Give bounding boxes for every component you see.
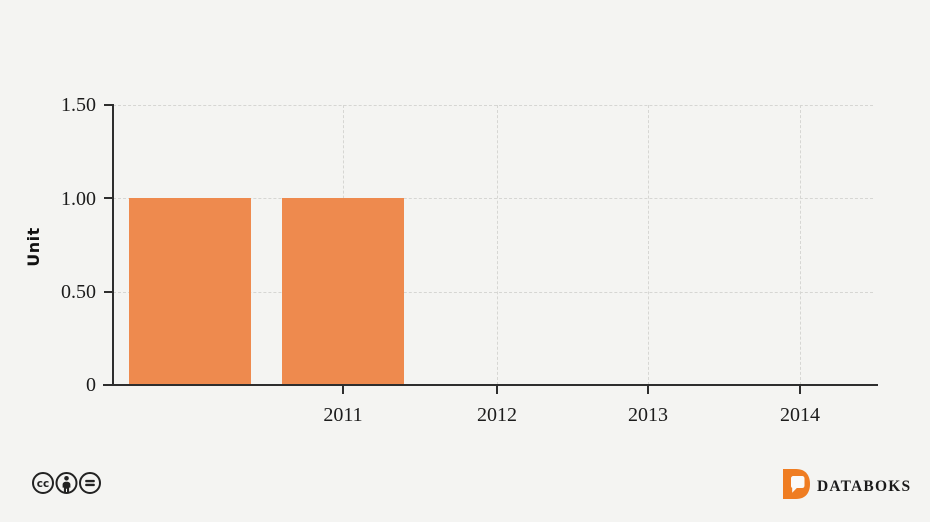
bar-2010 bbox=[129, 198, 251, 385]
v-gridline bbox=[800, 105, 801, 385]
x-tick bbox=[496, 385, 498, 394]
x-axis-line bbox=[103, 384, 878, 386]
y-tick-label: 0 bbox=[86, 374, 96, 396]
h-gridline bbox=[113, 198, 873, 200]
y-axis-title: Unit bbox=[24, 227, 43, 267]
y-tick bbox=[104, 290, 113, 293]
y-axis-line bbox=[112, 104, 114, 386]
x-tick bbox=[342, 385, 344, 394]
x-tick bbox=[647, 385, 649, 394]
v-gridline bbox=[648, 105, 649, 385]
no-derivatives-icon bbox=[79, 472, 101, 494]
plot-area bbox=[113, 105, 878, 385]
h-gridline bbox=[113, 105, 873, 106]
x-tick bbox=[799, 385, 801, 394]
y-tick-label: 1.50 bbox=[61, 94, 96, 116]
brand-name: DATABOKS bbox=[817, 478, 912, 495]
y-tick bbox=[104, 197, 113, 200]
v-gridline bbox=[497, 105, 498, 385]
h-gridline bbox=[113, 291, 873, 293]
license-icons: cc bbox=[32, 472, 101, 494]
y-tick-label: 0.50 bbox=[61, 281, 96, 303]
x-tick-label: 2013 bbox=[628, 404, 668, 426]
attribution-icon bbox=[55, 472, 78, 494]
x-tick-label: 2011 bbox=[323, 404, 363, 426]
y-tick-label: 1.00 bbox=[61, 188, 96, 210]
cc-icon: cc bbox=[32, 472, 54, 494]
y-tick bbox=[104, 104, 113, 106]
bar-2011 bbox=[282, 198, 404, 385]
databoks-d-icon bbox=[783, 469, 810, 499]
x-tick-label: 2012 bbox=[477, 404, 517, 426]
x-tick-label: 2014 bbox=[780, 404, 820, 426]
brand-logo: DATABOKS bbox=[783, 469, 911, 499]
svg-text:cc: cc bbox=[37, 478, 49, 490]
